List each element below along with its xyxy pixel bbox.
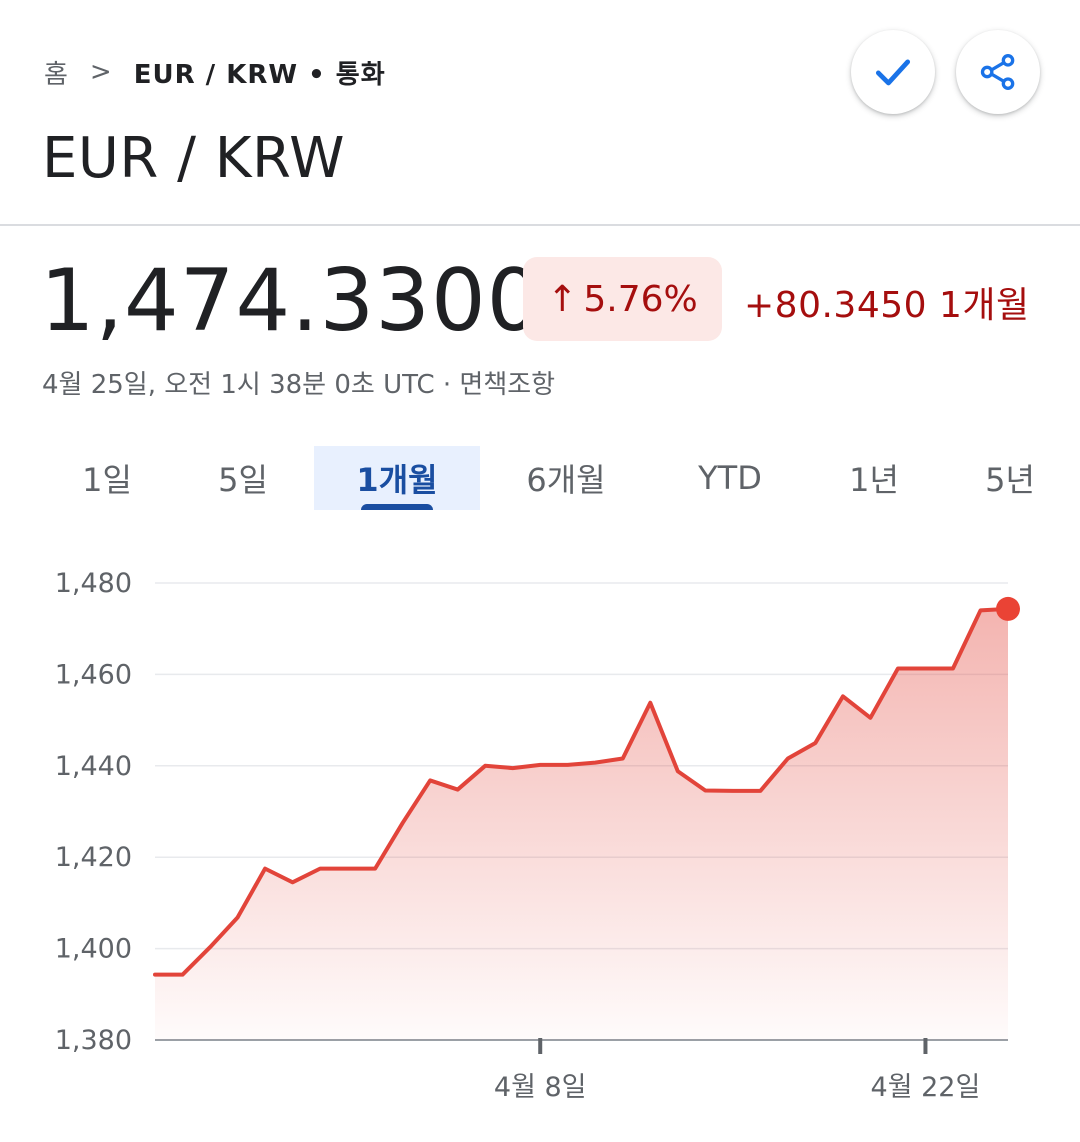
share-icon xyxy=(980,54,1015,91)
breadcrumb: 홈 > EUR / KRW • 통화 xyxy=(44,52,386,92)
follow-button[interactable] xyxy=(851,30,935,114)
arrow-up-icon: ↑ xyxy=(547,278,578,320)
check-icon xyxy=(875,59,911,86)
divider xyxy=(0,224,1080,226)
price-area xyxy=(155,608,1008,1040)
current-point-marker xyxy=(996,596,1020,621)
change-percent-badge: ↑ 5.76% xyxy=(523,257,722,341)
y-tick-label: 1,420 xyxy=(55,842,132,873)
y-tick-label: 1,380 xyxy=(55,1025,132,1056)
change-percent-value: 5.76% xyxy=(583,278,698,320)
tab-5-day[interactable]: 5일 xyxy=(218,461,268,499)
tab-6-month[interactable]: 6개월 xyxy=(526,461,606,499)
change-absolute: +80.3450 1개월 xyxy=(744,285,1030,326)
range-tabs: 1일 5일 1개월 6개월 YTD 1년 5년 xyxy=(0,446,1080,510)
y-tick-label: 1,460 xyxy=(55,659,132,690)
tab-1-day[interactable]: 1일 xyxy=(82,461,132,499)
y-tick-label: 1,440 xyxy=(55,751,132,782)
chevron-right-icon: > xyxy=(89,57,112,87)
page-title: EUR / KRW xyxy=(42,126,345,191)
breadcrumb-home-link[interactable]: 홈 xyxy=(44,59,68,90)
y-tick-label: 1,400 xyxy=(55,934,132,965)
breadcrumb-current: EUR / KRW • 통화 xyxy=(133,59,386,90)
tab-ytd[interactable]: YTD xyxy=(698,459,762,497)
tab-1-month[interactable]: 1개월 xyxy=(314,446,480,510)
share-button[interactable] xyxy=(956,30,1040,114)
tab-5-year[interactable]: 5년 xyxy=(985,461,1035,499)
x-tick-label: 4월 22일 xyxy=(871,1072,981,1103)
current-price: 1,474.3300 xyxy=(40,251,543,351)
x-tick-label: 4월 8일 xyxy=(494,1072,587,1103)
tab-1-year[interactable]: 1년 xyxy=(849,461,899,499)
quote-timestamp: 4월 25일, 오전 1시 38분 0초 UTC · 면책조항 xyxy=(42,370,556,400)
y-tick-label: 1,480 xyxy=(55,568,132,599)
price-line xyxy=(153,606,1010,977)
price-chart[interactable]: 1,480 1,460 1,440 1,420 1,400 1,380 4월 8일 4월 2… xyxy=(0,540,1080,1130)
